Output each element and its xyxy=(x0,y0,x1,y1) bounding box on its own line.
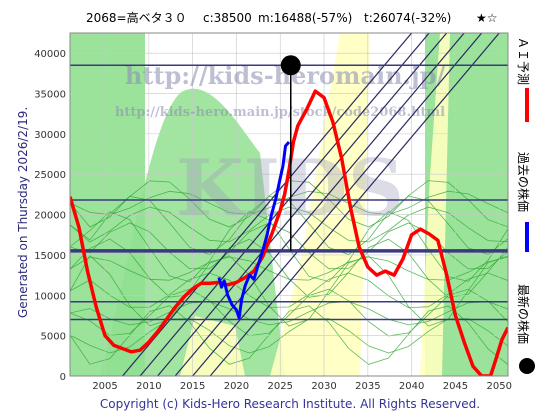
y-tick-label: 20000 xyxy=(34,211,66,222)
green-line xyxy=(70,301,508,326)
x-tick-label: 2015 xyxy=(180,381,205,392)
header-min: m:16488(-57%) xyxy=(258,11,352,25)
x-tick-label: 2045 xyxy=(443,381,468,392)
latest-marker xyxy=(280,55,301,251)
series-past-price xyxy=(217,141,291,320)
level-lines xyxy=(70,64,508,321)
y-tick-label: 0 xyxy=(60,372,66,383)
legend-item-forecast: ＡＩ予測 xyxy=(516,37,530,122)
x-axis-ticks: 2005 2010 2015 2020 2025 2030 2035 2040 2045 2050 xyxy=(92,381,512,392)
green-line xyxy=(70,256,508,281)
header-target: t:26074(-32%) xyxy=(364,11,451,25)
header-code-name: 2068=高ベタ３０ xyxy=(86,10,187,25)
green-line xyxy=(70,272,508,309)
chart-header: 2068=高ベタ３０ c:38500 m:16488(-57%) t:26074… xyxy=(86,10,498,25)
x-tick-label: 2020 xyxy=(224,381,249,392)
header-stars: ★☆ xyxy=(476,11,498,25)
y-tick-label: 15000 xyxy=(34,251,66,262)
legend-label-latest-price: 最新の株価 xyxy=(516,284,531,344)
green-line xyxy=(70,180,508,228)
legend-label-forecast: ＡＩ予測 xyxy=(516,37,530,85)
green-line xyxy=(70,238,508,298)
y-axis-ticks: 0 5000 10000 15000 20000 25000 30000 35000 40000 xyxy=(34,49,66,383)
header-current: c:38500 xyxy=(203,11,252,25)
y-tick-label: 10000 xyxy=(34,291,66,302)
legend-label-past-price: 過去の株価 xyxy=(516,152,531,212)
x-tick-label: 2030 xyxy=(311,381,336,392)
green-line xyxy=(70,288,508,337)
x-tick-label: 2040 xyxy=(399,381,424,392)
watermark-url-small: http://kids-hero.main.jp/stock/code2068.… xyxy=(115,105,445,120)
x-tick-label: 2025 xyxy=(268,381,293,392)
generated-on-note: Generated on Thursday 2026/2/19. xyxy=(16,107,30,318)
legend-swatch-latest-price xyxy=(519,358,535,374)
green-line xyxy=(70,318,508,354)
y-tick-label: 25000 xyxy=(34,170,66,181)
y-tick-label: 40000 xyxy=(34,49,66,60)
y-tick-label: 30000 xyxy=(34,130,66,141)
x-tick-label: 2005 xyxy=(92,381,117,392)
green-line xyxy=(70,190,508,216)
y-tick-label: 5000 xyxy=(41,332,66,343)
legend-item-past-price: 過去の株価 xyxy=(516,152,531,252)
legend-item-latest-price: 最新の株価 xyxy=(516,284,535,374)
x-tick-label: 2035 xyxy=(355,381,380,392)
plot-frame xyxy=(69,32,509,377)
green-line xyxy=(70,211,508,283)
yellow-band-right xyxy=(420,33,450,376)
latest-point xyxy=(280,55,301,76)
legend: ＡＩ予測 過去の株価 最新の株価 xyxy=(516,37,535,374)
y-tick-label: 35000 xyxy=(34,90,66,101)
x-tick-label: 2010 xyxy=(136,381,161,392)
copyright-text: Copyright (c) Kids-Hero Research Institu… xyxy=(100,397,480,411)
x-tick-label: 2050 xyxy=(487,381,512,392)
